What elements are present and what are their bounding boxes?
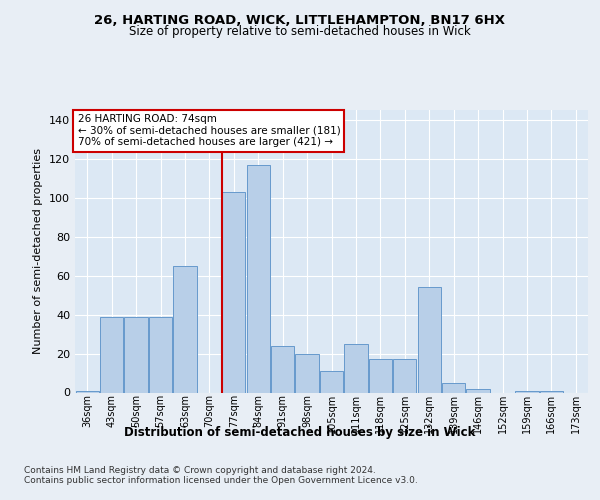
Bar: [393, 360, 416, 392]
Bar: [540, 390, 563, 392]
Text: 26, HARTING ROAD, WICK, LITTLEHAMPTON, BN17 6HX: 26, HARTING ROAD, WICK, LITTLEHAMPTON, B…: [95, 14, 505, 27]
Bar: [344, 344, 368, 393]
Bar: [466, 388, 490, 392]
Bar: [124, 316, 148, 392]
Bar: [100, 316, 123, 392]
Text: 26 HARTING ROAD: 74sqm
← 30% of semi-detached houses are smaller (181)
70% of se: 26 HARTING ROAD: 74sqm ← 30% of semi-det…: [77, 114, 340, 148]
Bar: [247, 164, 270, 392]
Bar: [515, 390, 539, 392]
Bar: [222, 192, 245, 392]
Bar: [295, 354, 319, 393]
Bar: [418, 288, 441, 393]
Bar: [173, 266, 197, 392]
Bar: [320, 371, 343, 392]
Text: Size of property relative to semi-detached houses in Wick: Size of property relative to semi-detach…: [129, 25, 471, 38]
Bar: [442, 383, 465, 392]
Bar: [149, 316, 172, 392]
Text: Contains HM Land Registry data © Crown copyright and database right 2024.: Contains HM Land Registry data © Crown c…: [24, 466, 376, 475]
Bar: [369, 360, 392, 392]
Bar: [76, 390, 99, 392]
Text: Distribution of semi-detached houses by size in Wick: Distribution of semi-detached houses by …: [124, 426, 476, 439]
Text: Contains public sector information licensed under the Open Government Licence v3: Contains public sector information licen…: [24, 476, 418, 485]
Y-axis label: Number of semi-detached properties: Number of semi-detached properties: [34, 148, 43, 354]
Bar: [271, 346, 294, 393]
